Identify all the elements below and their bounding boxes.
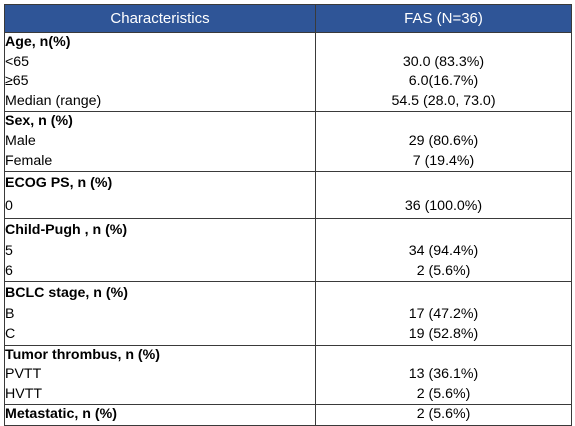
row-value: 2 (5.6%) (315, 384, 572, 406)
row-value: 13 (36.1%) (315, 365, 572, 385)
header-fas: FAS (N=36) (315, 4, 572, 33)
row-label: 0 (4, 195, 316, 220)
row-value: 34 (94.4%) (315, 242, 572, 262)
section-title: Sex, n (%) (4, 111, 316, 132)
row-label: 5 (4, 242, 316, 262)
row-value: 7 (19.4%) (315, 151, 572, 173)
row-label: B (4, 305, 316, 325)
table-row: Male 29 (80.6%) (4, 131, 572, 152)
characteristics-table-container: Characteristics FAS (N=36) Age, n(%) <65… (4, 4, 572, 426)
row-label: 6 (4, 261, 316, 283)
row-label: HVTT (4, 384, 316, 406)
section-row-age: Age, n(%) (4, 31, 572, 53)
table-row: C 19 (52.8%) (4, 324, 572, 346)
table-row: 6 2 (5.6%) (4, 261, 572, 283)
header-characteristics: Characteristics (4, 4, 316, 33)
section-title: Tumor thrombus, n (%) (4, 344, 316, 366)
section-row-bclc: BCLC stage, n (%) (4, 281, 572, 306)
table-row: 5 34 (94.4%) (4, 242, 572, 262)
row-label: ≥65 (4, 72, 316, 92)
section-row-tumor-thrombus: Tumor thrombus, n (%) (4, 344, 572, 366)
table-row: PVTT 13 (36.1%) (4, 365, 572, 385)
section-title: Age, n(%) (4, 31, 316, 53)
section-row-ecog: ECOG PS, n (%) (4, 171, 572, 196)
section-title: Child-Pugh , n (%) (4, 218, 316, 243)
row-value: 6.0(16.7%) (315, 72, 572, 92)
row-value: 17 (47.2%) (315, 305, 572, 325)
row-value: 2 (5.6%) (315, 404, 572, 426)
row-label: Median (range) (4, 91, 316, 113)
table-row: ≥65 6.0(16.7%) (4, 72, 572, 92)
table-header-row: Characteristics FAS (N=36) (4, 4, 572, 33)
row-label: PVTT (4, 365, 316, 385)
row-value: 54.5 (28.0, 73.0) (315, 91, 572, 113)
row-value: 2 (5.6%) (315, 261, 572, 283)
section-row-sex: Sex, n (%) (4, 111, 572, 132)
table-row: HVTT 2 (5.6%) (4, 384, 572, 406)
row-value: 36 (100.0%) (315, 195, 572, 220)
table-row: 0 36 (100.0%) (4, 195, 572, 220)
section-row-child-pugh: Child-Pugh , n (%) (4, 218, 572, 243)
row-value: 30.0 (83.3%) (315, 52, 572, 73)
row-label: Male (4, 131, 316, 152)
characteristics-table: Characteristics FAS (N=36) Age, n(%) <65… (4, 4, 572, 426)
table-row: Female 7 (19.4%) (4, 151, 572, 173)
section-title: ECOG PS, n (%) (4, 171, 316, 196)
table-row: B 17 (47.2%) (4, 305, 572, 325)
row-label: C (4, 324, 316, 346)
row-value: 19 (52.8%) (315, 324, 572, 346)
table-row: <65 30.0 (83.3%) (4, 52, 572, 73)
row-value: 29 (80.6%) (315, 131, 572, 152)
row-label: Female (4, 151, 316, 173)
section-title: Metastatic, n (%) (4, 404, 316, 426)
table-row: Median (range) 54.5 (28.0, 73.0) (4, 91, 572, 113)
row-label: <65 (4, 52, 316, 73)
section-title: BCLC stage, n (%) (4, 281, 316, 306)
section-row-metastatic: Metastatic, n (%) 2 (5.6%) (4, 404, 572, 426)
